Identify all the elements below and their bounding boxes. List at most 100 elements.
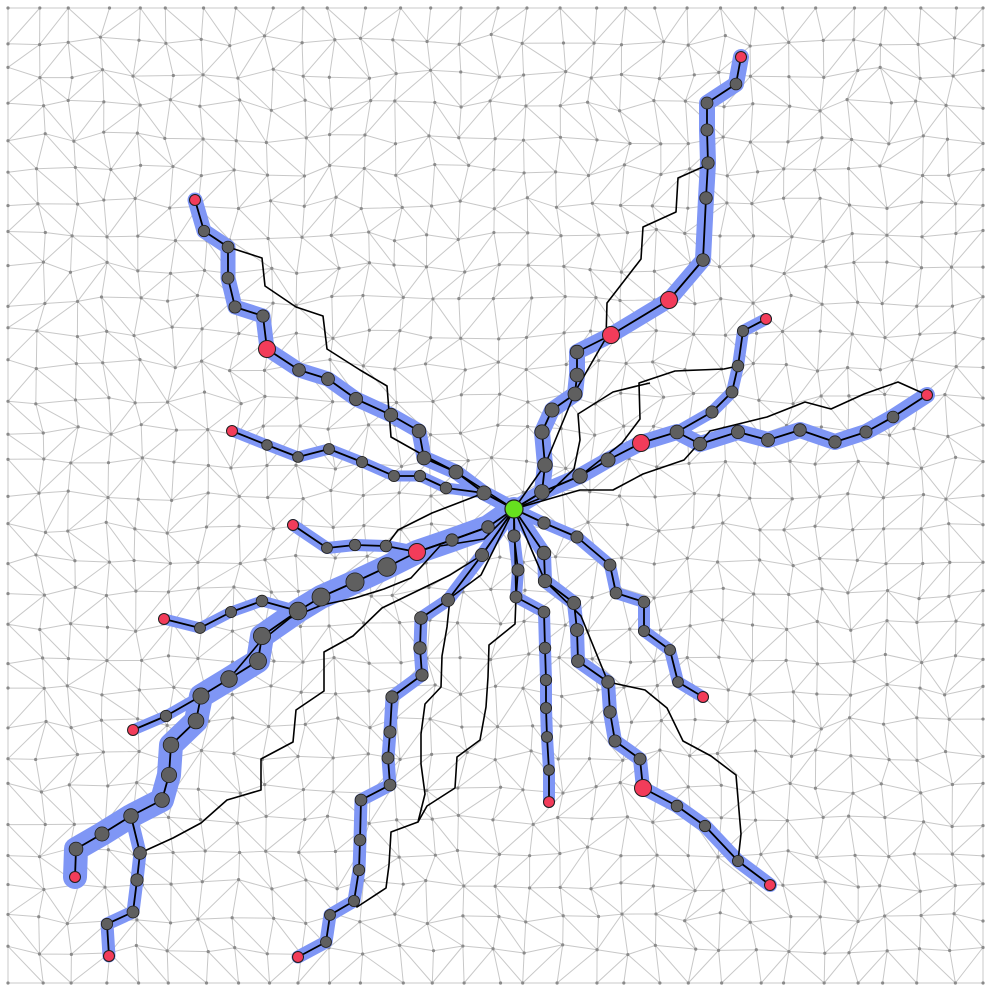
- mesh-node: [6, 139, 10, 143]
- mesh-node: [943, 749, 948, 754]
- mesh-node: [333, 38, 337, 42]
- mesh-node: [981, 919, 985, 923]
- mesh-node: [691, 391, 696, 396]
- mesh-node: [6, 6, 10, 10]
- mesh-node: [953, 883, 957, 888]
- mesh-node: [693, 889, 697, 893]
- mesh-node: [718, 6, 723, 10]
- mesh-node: [791, 690, 795, 694]
- mesh-node: [204, 525, 209, 529]
- mesh-node: [780, 329, 785, 334]
- branch-node: [602, 676, 615, 689]
- mesh-node: [325, 814, 330, 818]
- mesh-node: [751, 234, 756, 238]
- mesh-node: [622, 981, 626, 985]
- branch-node: [638, 625, 649, 636]
- mesh-node: [266, 236, 270, 241]
- mesh-node: [751, 361, 755, 366]
- mesh-node: [269, 108, 273, 112]
- mesh-node: [328, 133, 332, 137]
- mesh-node: [718, 911, 722, 915]
- terminal-node: [293, 952, 304, 963]
- mesh-node: [981, 141, 985, 146]
- mesh-node: [361, 364, 365, 368]
- mesh-node: [750, 659, 755, 663]
- mesh-node: [206, 949, 210, 954]
- mesh-node: [790, 497, 794, 501]
- mesh-node: [429, 6, 433, 10]
- mesh-node: [238, 791, 242, 795]
- mesh-node: [791, 564, 795, 568]
- mesh-node: [498, 981, 503, 985]
- mesh-node: [750, 264, 754, 268]
- branch-node: [762, 434, 775, 447]
- mesh-node: [620, 556, 624, 560]
- mesh-node: [166, 654, 171, 658]
- mesh-node: [981, 493, 985, 498]
- mesh-node: [330, 294, 334, 299]
- mesh-node: [456, 237, 460, 242]
- mesh-node: [369, 99, 373, 103]
- mesh-node: [295, 396, 299, 400]
- mesh-node: [166, 299, 170, 303]
- branch-node: [95, 827, 109, 841]
- mesh-node: [856, 459, 860, 463]
- mesh-node: [887, 433, 892, 437]
- mesh-node: [298, 624, 303, 629]
- mesh-node: [618, 109, 622, 113]
- mesh-node: [781, 981, 786, 985]
- mesh-node: [918, 332, 922, 336]
- branch-node: [540, 702, 551, 713]
- mesh-node: [361, 621, 366, 625]
- branch-node: [321, 937, 332, 948]
- mesh-node: [493, 137, 497, 141]
- terminal-node: [128, 725, 139, 736]
- branch-node: [250, 653, 267, 670]
- mesh-node: [204, 981, 209, 985]
- mesh-node: [846, 492, 850, 496]
- mesh-node: [36, 202, 40, 206]
- mesh-node: [6, 662, 10, 666]
- mesh-node: [135, 918, 139, 922]
- mesh-node: [563, 294, 567, 299]
- mesh-node: [358, 920, 362, 924]
- mesh-node: [912, 852, 916, 856]
- mesh-node: [878, 164, 882, 168]
- mesh-node: [587, 757, 592, 761]
- mesh-node: [653, 943, 657, 947]
- mesh-node: [137, 38, 141, 42]
- mesh-node: [401, 981, 405, 985]
- mesh-node: [558, 885, 562, 889]
- mesh-node: [35, 329, 39, 333]
- mesh-node: [885, 619, 889, 623]
- mesh-node: [271, 67, 275, 71]
- mesh-node: [429, 494, 433, 498]
- root-node-circle: [505, 500, 523, 518]
- mesh-node: [431, 949, 436, 953]
- mesh-node: [658, 748, 662, 752]
- mesh-node: [6, 912, 10, 917]
- mesh-node: [981, 396, 985, 400]
- mesh-node: [133, 527, 137, 531]
- mesh-node: [263, 783, 267, 787]
- mesh-node: [878, 884, 882, 888]
- mesh-node: [41, 431, 45, 435]
- mesh-node: [165, 400, 170, 404]
- mesh-node: [885, 260, 889, 264]
- mesh-node: [328, 358, 332, 362]
- mesh-node: [75, 334, 80, 339]
- mesh-node: [270, 266, 274, 270]
- mesh-node: [425, 788, 429, 792]
- branch-node: [508, 530, 520, 542]
- branch-node: [417, 451, 431, 465]
- mesh-node: [66, 98, 70, 103]
- mesh-node: [393, 142, 398, 146]
- mesh-node: [852, 6, 857, 10]
- branch-node: [195, 623, 206, 634]
- mesh-node: [787, 949, 791, 954]
- mesh-node: [885, 949, 889, 953]
- mesh-node: [206, 463, 211, 468]
- mesh-node: [814, 6, 818, 10]
- mesh-node: [659, 719, 663, 723]
- mesh-node: [491, 818, 495, 822]
